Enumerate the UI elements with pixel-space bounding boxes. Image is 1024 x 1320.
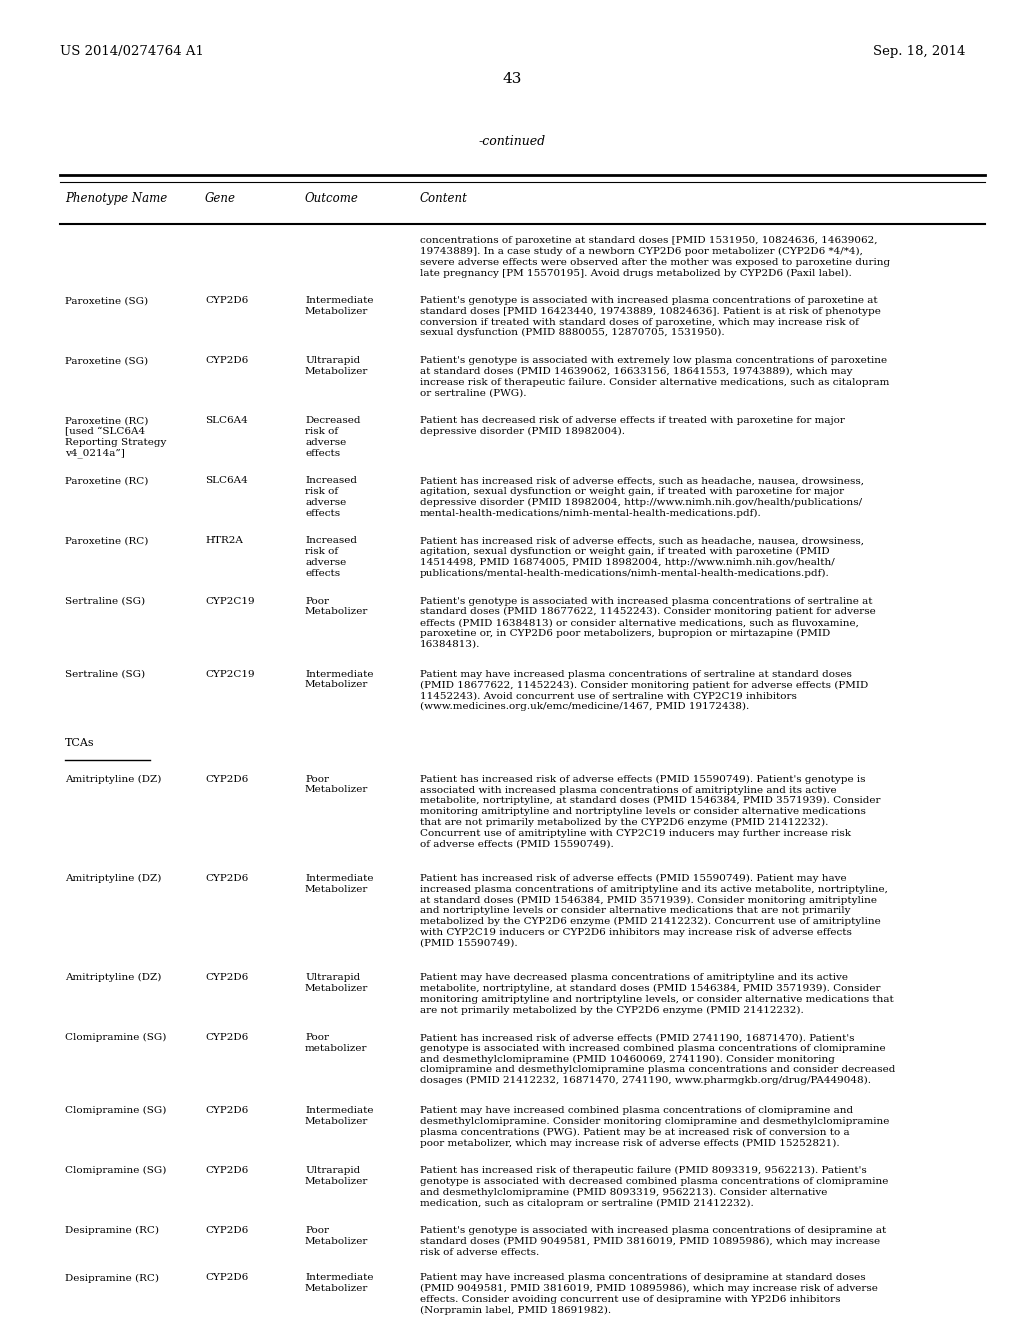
Text: -continued: -continued [478,135,546,148]
Text: Sertraline (SG): Sertraline (SG) [65,597,145,606]
Text: Paroxetine (SG): Paroxetine (SG) [65,356,148,366]
Text: CYP2D6: CYP2D6 [205,874,248,883]
Text: Patient has increased risk of therapeutic failure (PMID 8093319, 9562213). Patie: Patient has increased risk of therapeuti… [420,1167,889,1208]
Text: HTR2A: HTR2A [205,536,243,545]
Text: Patient may have increased plasma concentrations of sertraline at standard doses: Patient may have increased plasma concen… [420,669,868,711]
Text: CYP2D6: CYP2D6 [205,1167,248,1175]
Text: Intermediate
Metabolizer: Intermediate Metabolizer [305,1106,374,1126]
Text: Outcome: Outcome [305,191,358,205]
Text: Patient has increased risk of adverse effects (PMID 15590749). Patient's genotyp: Patient has increased risk of adverse ef… [420,775,881,849]
Text: Amitriptyline (DZ): Amitriptyline (DZ) [65,775,162,784]
Text: Patient's genotype is associated with increased plasma concentrations of desipra: Patient's genotype is associated with in… [420,1226,886,1257]
Text: Ultrarapid
Metabolizer: Ultrarapid Metabolizer [305,973,369,993]
Text: SLC6A4: SLC6A4 [205,416,248,425]
Text: concentrations of paroxetine at standard doses [PMID 1531950, 10824636, 14639062: concentrations of paroxetine at standard… [420,236,890,277]
Text: CYP2D6: CYP2D6 [205,1034,248,1041]
Text: Patient has increased risk of adverse effects, such as headache, nausea, drowsin: Patient has increased risk of adverse ef… [420,536,864,578]
Text: Patient has decreased risk of adverse effects if treated with paroxetine for maj: Patient has decreased risk of adverse ef… [420,416,845,436]
Text: Desipramine (RC): Desipramine (RC) [65,1226,159,1236]
Text: Patient has increased risk of adverse effects (PMID 15590749). Patient may have
: Patient has increased risk of adverse ef… [420,874,888,948]
Text: Paroxetine (RC)
[used “SLC6A4
Reporting Strategy
v4_0214a”]: Paroxetine (RC) [used “SLC6A4 Reporting … [65,416,166,458]
Text: CYP2D6: CYP2D6 [205,356,248,366]
Text: Intermediate
Metabolizer: Intermediate Metabolizer [305,1274,374,1294]
Text: Sep. 18, 2014: Sep. 18, 2014 [872,45,965,58]
Text: Content: Content [420,191,468,205]
Text: Paroxetine (RC): Paroxetine (RC) [65,477,148,486]
Text: Increased
risk of
adverse
effects: Increased risk of adverse effects [305,477,357,517]
Text: CYP2D6: CYP2D6 [205,296,248,305]
Text: TCAs: TCAs [65,738,94,747]
Text: Poor
Metabolizer: Poor Metabolizer [305,597,369,616]
Text: CYP2D6: CYP2D6 [205,775,248,784]
Text: Poor
Metabolizer: Poor Metabolizer [305,1226,369,1246]
Text: Clomipramine (SG): Clomipramine (SG) [65,1034,166,1043]
Text: Patient may have increased combined plasma concentrations of clomipramine and
de: Patient may have increased combined plas… [420,1106,890,1147]
Text: 43: 43 [503,73,521,86]
Text: Decreased
risk of
adverse
effects: Decreased risk of adverse effects [305,416,360,458]
Text: CYP2D6: CYP2D6 [205,1274,248,1283]
Text: CYP2D6: CYP2D6 [205,1226,248,1236]
Text: Clomipramine (SG): Clomipramine (SG) [65,1106,166,1115]
Text: Paroxetine (RC): Paroxetine (RC) [65,536,148,545]
Text: Amitriptyline (DZ): Amitriptyline (DZ) [65,874,162,883]
Text: Poor
metabolizer: Poor metabolizer [305,1034,368,1053]
Text: Desipramine (RC): Desipramine (RC) [65,1274,159,1283]
Text: Paroxetine (SG): Paroxetine (SG) [65,296,148,305]
Text: Phenotype Name: Phenotype Name [65,191,167,205]
Text: Patient may have increased plasma concentrations of desipramine at standard dose: Patient may have increased plasma concen… [420,1274,878,1315]
Text: Increased
risk of
adverse
effects: Increased risk of adverse effects [305,536,357,578]
Text: CYP2D6: CYP2D6 [205,973,248,982]
Text: Amitriptyline (DZ): Amitriptyline (DZ) [65,973,162,982]
Text: CYP2C19: CYP2C19 [205,597,255,606]
Text: Patient's genotype is associated with increased plasma concentrations of sertral: Patient's genotype is associated with in… [420,597,876,649]
Text: US 2014/0274764 A1: US 2014/0274764 A1 [60,45,204,58]
Text: Patient has increased risk of adverse effects (PMID 2741190, 16871470). Patient': Patient has increased risk of adverse ef… [420,1034,895,1085]
Text: Ultrarapid
Metabolizer: Ultrarapid Metabolizer [305,1167,369,1185]
Text: Poor
Metabolizer: Poor Metabolizer [305,775,369,795]
Text: CYP2C19: CYP2C19 [205,669,255,678]
Text: Intermediate
Metabolizer: Intermediate Metabolizer [305,669,374,689]
Text: Gene: Gene [205,191,236,205]
Text: Clomipramine (SG): Clomipramine (SG) [65,1167,166,1175]
Text: CYP2D6: CYP2D6 [205,1106,248,1115]
Text: Patient's genotype is associated with extremely low plasma concentrations of par: Patient's genotype is associated with ex… [420,356,890,397]
Text: Intermediate
Metabolizer: Intermediate Metabolizer [305,874,374,894]
Text: Intermediate
Metabolizer: Intermediate Metabolizer [305,296,374,315]
Text: Patient may have decreased plasma concentrations of amitriptyline and its active: Patient may have decreased plasma concen… [420,973,894,1015]
Text: SLC6A4: SLC6A4 [205,477,248,486]
Text: Ultrarapid
Metabolizer: Ultrarapid Metabolizer [305,356,369,376]
Text: Patient has increased risk of adverse effects, such as headache, nausea, drowsin: Patient has increased risk of adverse ef… [420,477,864,517]
Text: Patient's genotype is associated with increased plasma concentrations of paroxet: Patient's genotype is associated with in… [420,296,881,338]
Text: Sertraline (SG): Sertraline (SG) [65,669,145,678]
